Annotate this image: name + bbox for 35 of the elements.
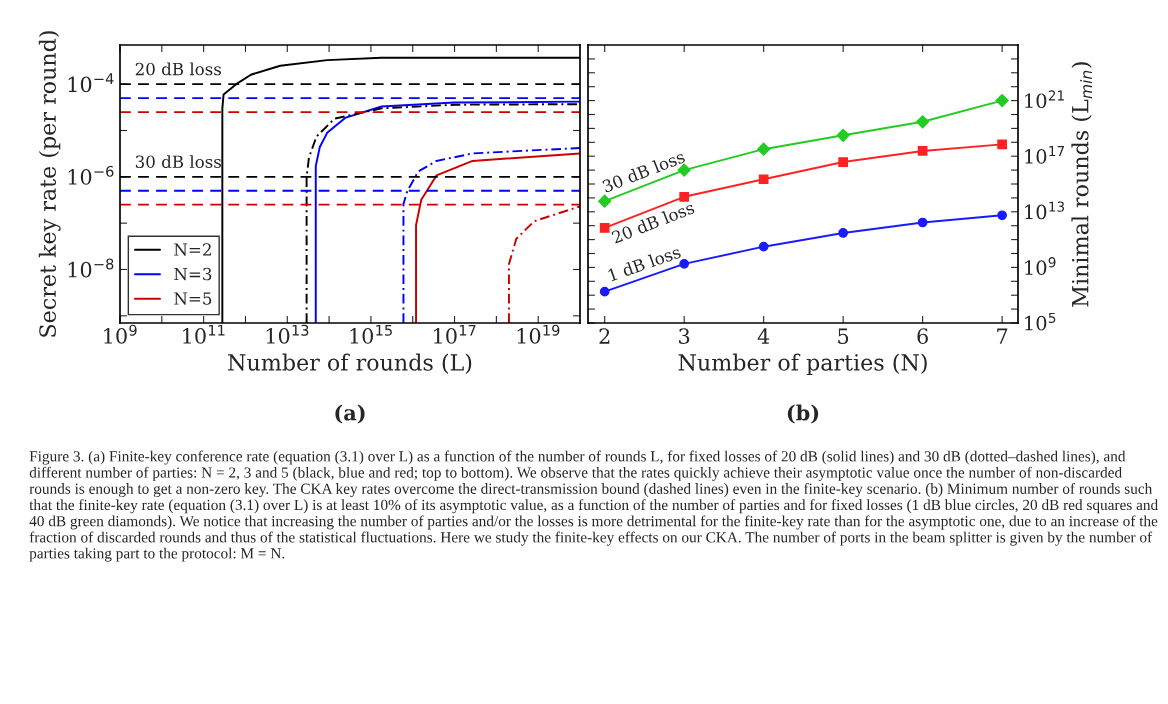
caption: Figure 3. (a) Finite-key conference rate (equation (3.1) over L) as a function of the number of rounds L, for fixed losses of 20 dB (solid lines) and 30 dB (dotted–dashed lines), and different number of parties: N = 2, 3 and 5 (black, blue and red; top to bottom). We observe that the rates quickly achieve their asymptotic value once the number of non-discarded rounds is enough to get a non-zero key. The CKA key rates overcome the direct-transmission bound (dashed lines) even in the finite-key scenario. (b) Minimum number of rounds such that the finite-key rate (equation (3.1) over L) is at least 10% of its asymptotic value, as a function of the number of parties and for fixed losses (1 dB blue circles, 20 dB red squares and 40 dB green diamonds). We notice that increasing the number of parties and/or the losses is more detrimental for the finite-key rate than for the asymptotic one, due to an increase of the fraction of discarded rounds and thus of the statistical fluctuations. Here we study the finite-key effects on our CKA. The number of ports in the beam splitter is given by the number of parties taking part to the protocol: M = N. [29, 450, 1158, 562]
x-tick-label: 5 [838, 328, 849, 344]
x-tick-label: 10$^{17}$ [434, 324, 476, 344]
legend-label: N=2 [174, 243, 211, 256]
y-tick-label: 10$^{21}$ [1025, 90, 1064, 109]
x-tick-label: 3 [679, 328, 690, 344]
text: 30 dB loss [601, 149, 686, 193]
x-tick-label: 10$^{11}$ [183, 324, 225, 344]
y-tick-label: 10$^{17}$ [1025, 146, 1064, 164]
text: 20 dB loss [611, 200, 696, 244]
y-tick-label: 10$^{−8}$ [68, 258, 114, 278]
y-tick-label: 10$^{5}$ [1025, 312, 1056, 331]
text: 1 dB loss [607, 245, 682, 282]
legend-label: N=3 [174, 267, 212, 281]
x-axis-title: Number of rounds (L) [228, 353, 472, 374]
text: (a) [335, 404, 365, 424]
y-tick-label: 10$^{9}$ [1025, 257, 1056, 275]
y-axis-title: Secret key rate (per round) [38, 31, 61, 337]
legend-label: N=5 [174, 292, 212, 305]
x-tick-label: 4 [757, 328, 770, 344]
x-tick-label: 10$^{9}$ [104, 324, 137, 344]
ref-line-label: 30 dB loss [135, 155, 221, 169]
x-tick-label: 7 [997, 328, 1008, 344]
y-tick-label: 10$^{−6}$ [68, 165, 114, 185]
ref-line-label: 20 dB loss [135, 62, 221, 76]
x-tick-label: 10$^{15}$ [350, 324, 392, 344]
x-tick-label: 6 [917, 328, 928, 344]
x-axis-title: Number of parties (N) [678, 353, 927, 376]
y-tick-label: 10$^{−4}$ [68, 73, 114, 93]
x-tick-label: 2 [599, 328, 610, 344]
text: (b) [787, 404, 819, 424]
x-tick-label: 10$^{13}$ [266, 324, 309, 344]
x-tick-label: 10$^{19}$ [517, 324, 560, 344]
y-axis-title: Minimal rounds (L$_{min}$) [1071, 62, 1092, 307]
y-tick-label: 10$^{13}$ [1025, 201, 1065, 220]
